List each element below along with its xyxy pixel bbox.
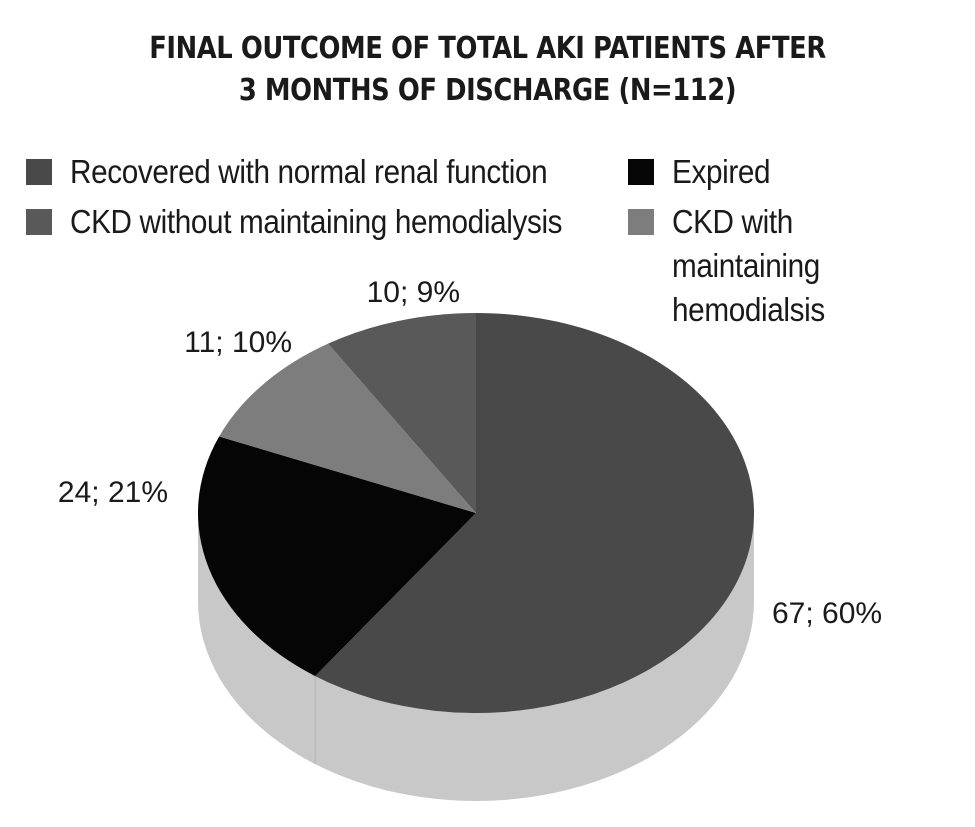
- legend-swatch-ckd-without-hd: [26, 209, 52, 235]
- legend-item-recovered: Recovered with normal renal function: [26, 150, 600, 194]
- chart-title: FINAL OUTCOME OF TOTAL AKI PATIENTS AFTE…: [68, 28, 907, 112]
- pie-slices: [197, 313, 754, 765]
- pie-slice-ckd-with-hd: [219, 343, 476, 513]
- chart-title-line-2: 3 MONTHS OF DISCHARGE (N=112): [238, 73, 737, 108]
- pie-slice-ckd-without-hd: [328, 313, 476, 513]
- data-label-ckd-with-hd: 11; 10%: [184, 326, 292, 359]
- legend-swatch-ckd-with-hd: [628, 209, 654, 235]
- chart-title-line-1: FINAL OUTCOME OF TOTAL AKI PATIENTS AFTE…: [149, 31, 826, 66]
- data-label-expired: 24; 21%: [58, 476, 168, 509]
- legend-item-ckd-without-hd: CKD without maintaining hemodialysis: [26, 200, 617, 244]
- legend-label-recovered: Recovered with normal renal function: [70, 153, 548, 190]
- legend-swatch-recovered: [26, 159, 52, 185]
- pie-side-wall: [198, 513, 754, 801]
- legend-label-ckd-without-hd: CKD without maintaining hemodialysis: [70, 203, 563, 240]
- legend-item-expired: Expired: [628, 150, 781, 194]
- pie-data-labels: 67; 60% 24; 21% 11; 10% 10; 9%: [58, 276, 882, 630]
- pie-slice-expired: [197, 436, 476, 677]
- data-label-recovered: 67; 60%: [772, 597, 882, 630]
- legend-swatch-expired: [628, 159, 654, 185]
- data-label-ckd-without-hd: 10; 9%: [367, 276, 460, 309]
- legend-label-ckd-with-hd: CKD with maintaining hemodialsis: [672, 203, 825, 328]
- legend-item-ckd-with-hd: CKD with maintaining hemodialsis: [628, 200, 972, 332]
- legend-label-expired: Expired: [672, 153, 771, 190]
- pie-slice-recovered: [315, 313, 754, 713]
